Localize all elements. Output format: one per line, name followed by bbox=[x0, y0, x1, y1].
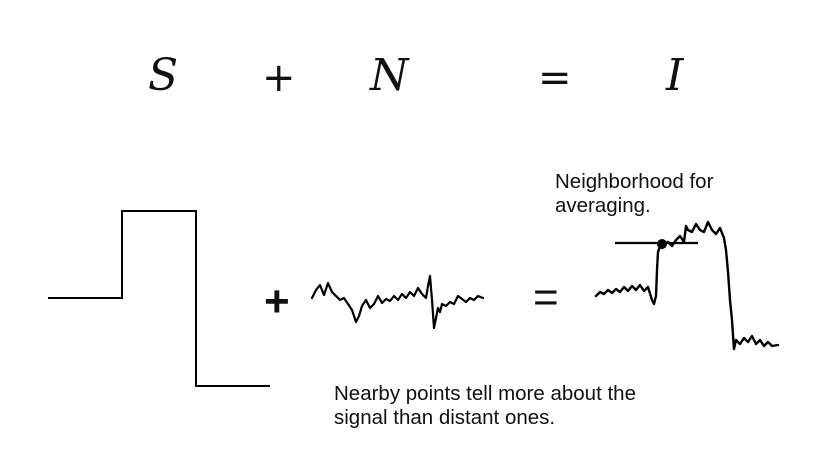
caption-line1: Nearby points tell more about the bbox=[334, 382, 636, 405]
signal-symbol: S bbox=[148, 50, 179, 101]
image-waveform bbox=[594, 220, 780, 351]
equals-operator: = bbox=[538, 55, 572, 101]
caption-line2: signal than distant ones. bbox=[334, 406, 556, 429]
neighborhood-center-point bbox=[657, 239, 667, 249]
diagram-equals-sign: = bbox=[533, 273, 559, 322]
neighborhood-label-line1: Neighborhood for bbox=[555, 170, 714, 193]
image-symbol: I bbox=[666, 50, 684, 101]
noise-symbol: N bbox=[370, 50, 409, 101]
neighborhood-label-line2: averaging. bbox=[555, 194, 651, 217]
plus-operator: + bbox=[262, 55, 296, 101]
noise-waveform bbox=[310, 274, 485, 330]
diagram-plus-sign: + bbox=[264, 277, 290, 326]
signal-waveform bbox=[48, 210, 270, 387]
